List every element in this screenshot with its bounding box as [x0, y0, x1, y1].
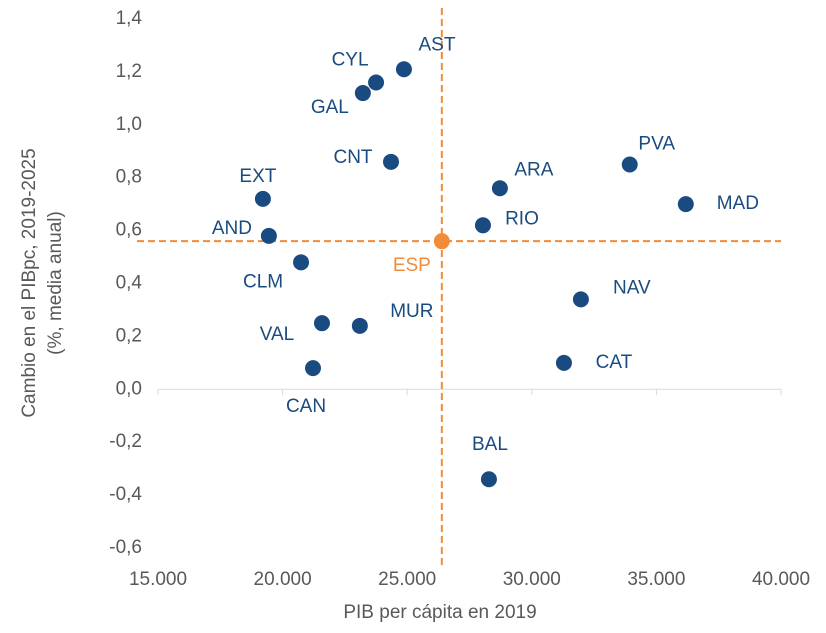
- point-label: NAV: [613, 277, 651, 298]
- x-tick-label: 20.000: [254, 569, 312, 590]
- y-tick-label: 1,2: [116, 61, 142, 82]
- point-label: MUR: [390, 301, 433, 322]
- point: [354, 85, 371, 102]
- point: [677, 196, 694, 213]
- point-label: CAT: [596, 352, 633, 373]
- point: [555, 354, 572, 371]
- x-tick-label: 30.000: [503, 569, 561, 590]
- reference-label: ESP: [393, 255, 431, 276]
- point-label: RIO: [505, 208, 539, 229]
- point: [621, 156, 638, 173]
- x-tick-label: 35.000: [627, 569, 685, 590]
- y-tick-label: -0,4: [109, 484, 142, 505]
- point: [474, 217, 491, 234]
- point-label: CAN: [286, 396, 326, 417]
- x-tick-label: 25.000: [378, 569, 436, 590]
- reference-point: [433, 233, 450, 250]
- point-label: GAL: [311, 97, 349, 118]
- point-label: AND: [212, 218, 252, 239]
- point: [491, 180, 508, 197]
- point: [480, 471, 497, 488]
- point: [572, 291, 589, 308]
- y-tick-label: -0,6: [109, 537, 142, 558]
- point-label: MAD: [717, 193, 759, 214]
- point: [293, 254, 310, 271]
- point-label: CYL: [332, 49, 369, 70]
- point-label: BAL: [472, 434, 508, 455]
- point-label: CLM: [243, 271, 283, 292]
- point: [395, 61, 412, 78]
- point: [368, 74, 385, 91]
- x-tick-label: 15.000: [129, 569, 187, 590]
- y-axis-title: (%, media anual): [45, 211, 66, 355]
- point: [260, 227, 277, 244]
- y-tick-label: 0,8: [116, 167, 142, 188]
- x-tick-label: 40.000: [752, 569, 810, 590]
- y-tick-label: 1,4: [116, 8, 143, 29]
- point-label: VAL: [260, 324, 295, 345]
- point-label: AST: [418, 34, 455, 55]
- y-tick-label: 0,2: [116, 325, 142, 346]
- y-tick-label: 1,0: [116, 114, 142, 135]
- y-tick-label: 0,4: [116, 273, 143, 294]
- point-label: PVA: [638, 133, 675, 154]
- point-label: CNT: [333, 147, 372, 168]
- point: [383, 153, 400, 170]
- y-tick-label: 0,6: [116, 220, 142, 241]
- point-label: ARA: [514, 159, 553, 180]
- point: [351, 317, 368, 334]
- y-axis-title: Cambio en el PIBpc, 2019-2025: [19, 148, 40, 417]
- point-label: EXT: [239, 166, 276, 187]
- y-tick-label: 0,0: [116, 378, 142, 399]
- point: [254, 190, 271, 207]
- point: [313, 315, 330, 332]
- point: [305, 360, 322, 377]
- y-tick-label: -0,2: [109, 431, 142, 452]
- x-axis-title: PIB per cápita en 2019: [343, 602, 536, 623]
